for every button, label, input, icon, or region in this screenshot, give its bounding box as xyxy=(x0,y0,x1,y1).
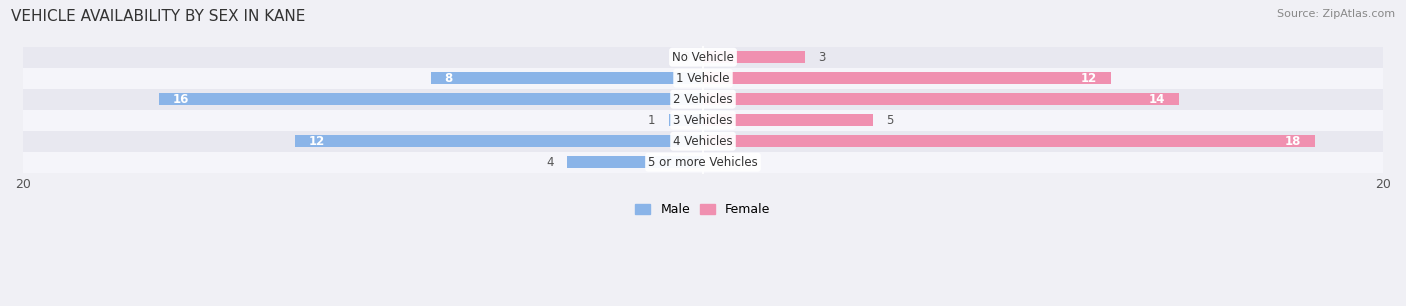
Text: Source: ZipAtlas.com: Source: ZipAtlas.com xyxy=(1277,9,1395,19)
Bar xyxy=(703,93,1180,105)
Text: 16: 16 xyxy=(173,93,188,106)
Bar xyxy=(0,131,1406,152)
Text: 4: 4 xyxy=(546,156,554,169)
Bar xyxy=(0,68,1406,89)
Text: 0: 0 xyxy=(717,156,724,169)
Bar xyxy=(669,114,703,126)
Text: 5 or more Vehicles: 5 or more Vehicles xyxy=(648,156,758,169)
Text: No Vehicle: No Vehicle xyxy=(672,51,734,64)
Bar xyxy=(0,89,1406,110)
Text: 3: 3 xyxy=(818,51,825,64)
Text: 12: 12 xyxy=(1081,72,1098,85)
Bar xyxy=(703,51,806,63)
Bar xyxy=(159,93,703,105)
Text: 1 Vehicle: 1 Vehicle xyxy=(676,72,730,85)
Text: 5: 5 xyxy=(887,114,894,127)
Bar xyxy=(0,47,1406,68)
Text: 18: 18 xyxy=(1285,135,1302,148)
Text: 12: 12 xyxy=(308,135,325,148)
Bar xyxy=(0,110,1406,131)
Text: 8: 8 xyxy=(444,72,453,85)
Bar xyxy=(432,72,703,84)
Bar xyxy=(703,72,1111,84)
Text: 0: 0 xyxy=(682,51,689,64)
Text: 14: 14 xyxy=(1149,93,1166,106)
Text: 4 Vehicles: 4 Vehicles xyxy=(673,135,733,148)
Text: VEHICLE AVAILABILITY BY SEX IN KANE: VEHICLE AVAILABILITY BY SEX IN KANE xyxy=(11,9,305,24)
Legend: Male, Female: Male, Female xyxy=(630,198,776,222)
Text: 2 Vehicles: 2 Vehicles xyxy=(673,93,733,106)
Bar xyxy=(703,135,1315,147)
Bar xyxy=(0,152,1406,173)
Text: 3 Vehicles: 3 Vehicles xyxy=(673,114,733,127)
Bar xyxy=(567,156,703,168)
Bar xyxy=(295,135,703,147)
Bar xyxy=(703,114,873,126)
Text: 1: 1 xyxy=(648,114,655,127)
